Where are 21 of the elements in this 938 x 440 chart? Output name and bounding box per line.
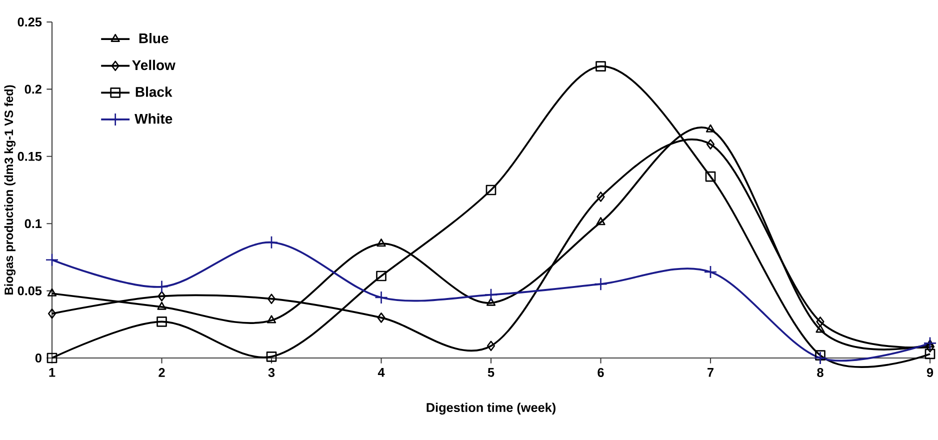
y-tick-label: 0 bbox=[35, 354, 42, 362]
x-tick-label: 3 bbox=[268, 368, 275, 378]
x-tick-label: 2 bbox=[158, 368, 165, 377]
x-tick-label: 6 bbox=[598, 368, 604, 378]
y-axis-title: Biogas production (dm3 kg-1 VS fed) bbox=[4, 85, 16, 295]
x-tick-label: 5 bbox=[488, 368, 494, 377]
legend-label: Yellow bbox=[132, 60, 176, 70]
x-tick-label: 1 bbox=[49, 368, 56, 377]
legend-label: Black bbox=[136, 86, 172, 97]
x-tick-label: 8 bbox=[817, 368, 824, 378]
y-tick-label: 0.1 bbox=[24, 219, 42, 228]
x-tick-label: 9 bbox=[926, 368, 934, 378]
y-tick-label: 0.2 bbox=[24, 84, 42, 94]
x-tick-label: 4 bbox=[378, 368, 385, 377]
legend-label: Blue bbox=[139, 32, 168, 44]
y-tick-label: 0.05 bbox=[18, 286, 42, 296]
legend-label: White bbox=[134, 113, 172, 124]
y-tick-label: 0.25 bbox=[18, 18, 42, 26]
y-tick-label: 0.15 bbox=[18, 152, 42, 161]
x-tick-label: 7 bbox=[708, 368, 714, 377]
x-axis-title: Digestion time (week) bbox=[426, 402, 556, 415]
